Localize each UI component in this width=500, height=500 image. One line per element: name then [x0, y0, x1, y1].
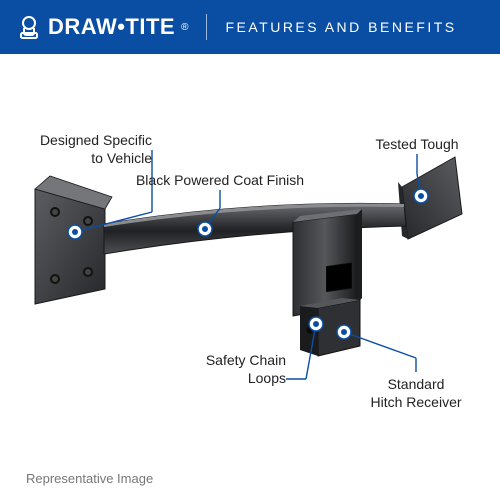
header-subtitle: FEATURES AND BENEFITS [225, 19, 456, 35]
diagram-canvas: Designed Specificto Vehicle Black Powere… [0, 54, 500, 500]
brand-logo: DRAW•TITE ® [16, 14, 188, 40]
right-plate [398, 157, 462, 239]
footer-note: Representative Image [26, 471, 153, 486]
header-bar: DRAW•TITE ® FEATURES AND BENEFITS [0, 0, 500, 54]
header-separator [206, 14, 207, 40]
hitch-ball-icon [16, 14, 42, 40]
registered-mark: ® [181, 22, 188, 33]
hitch-product-illustration [0, 54, 500, 394]
left-plate [35, 176, 112, 304]
brand-name: DRAW•TITE [48, 14, 175, 40]
